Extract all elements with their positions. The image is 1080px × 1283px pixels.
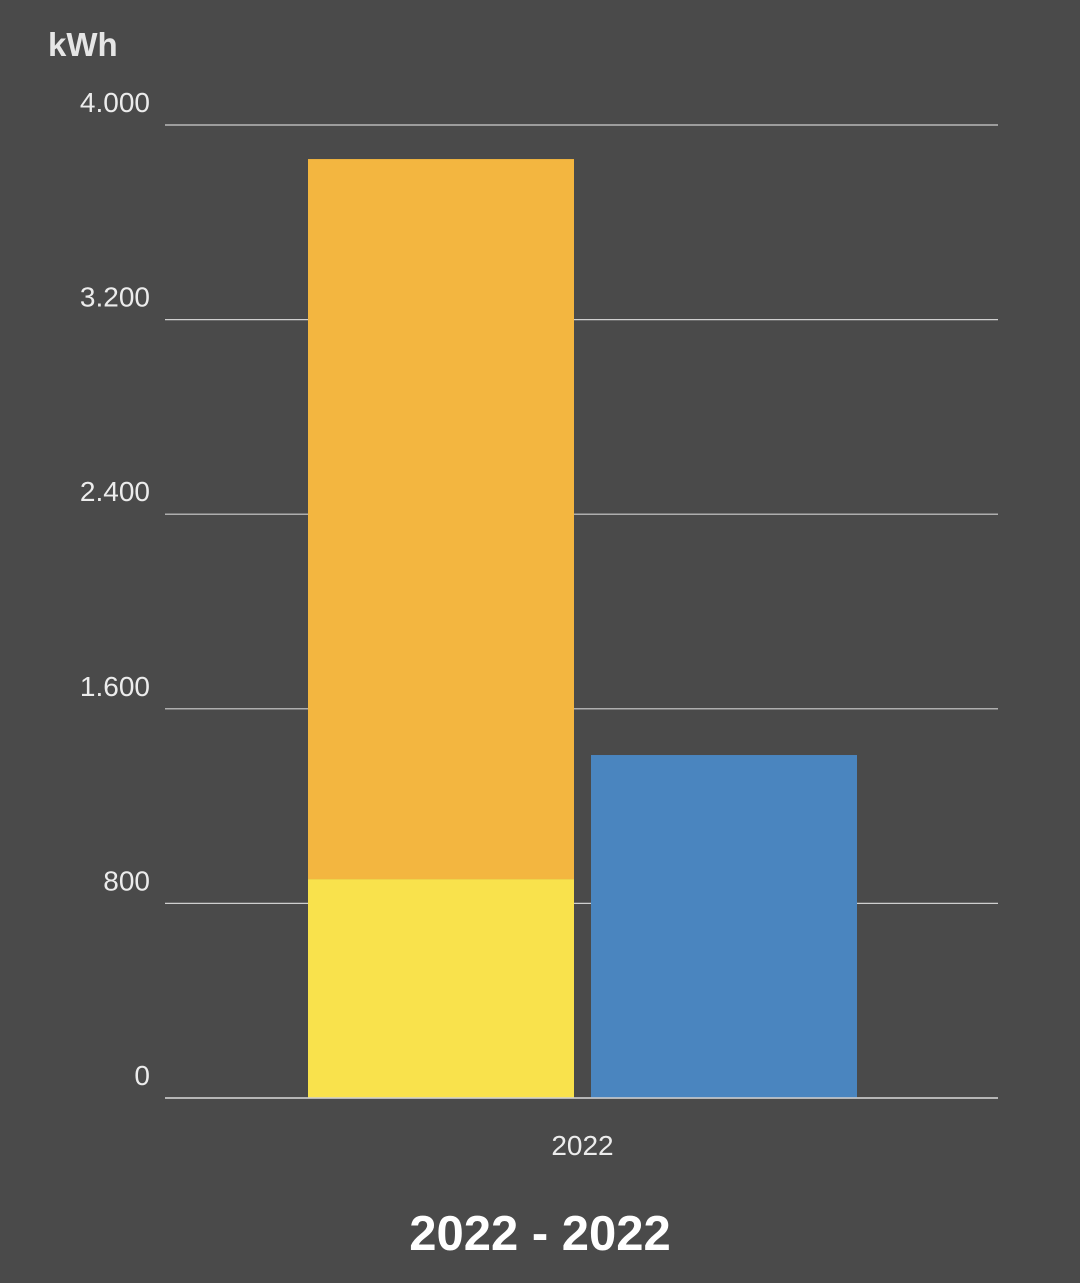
bar-segment xyxy=(591,755,857,1098)
bar-segment xyxy=(308,159,574,880)
y-tick-label: 2.400 xyxy=(80,476,150,507)
y-tick-label: 4.000 xyxy=(80,87,150,118)
y-tick-label: 1.600 xyxy=(80,671,150,702)
date-range-title: 2022 - 2022 xyxy=(409,1207,671,1261)
y-tick-label: 3.200 xyxy=(80,282,150,313)
bar-segment xyxy=(308,879,574,1098)
y-tick-label: 800 xyxy=(103,865,150,896)
y-tick-label: 0 xyxy=(134,1060,150,1091)
y-axis-unit-label: kWh xyxy=(48,26,118,63)
x-tick-label: 2022 xyxy=(551,1130,613,1161)
